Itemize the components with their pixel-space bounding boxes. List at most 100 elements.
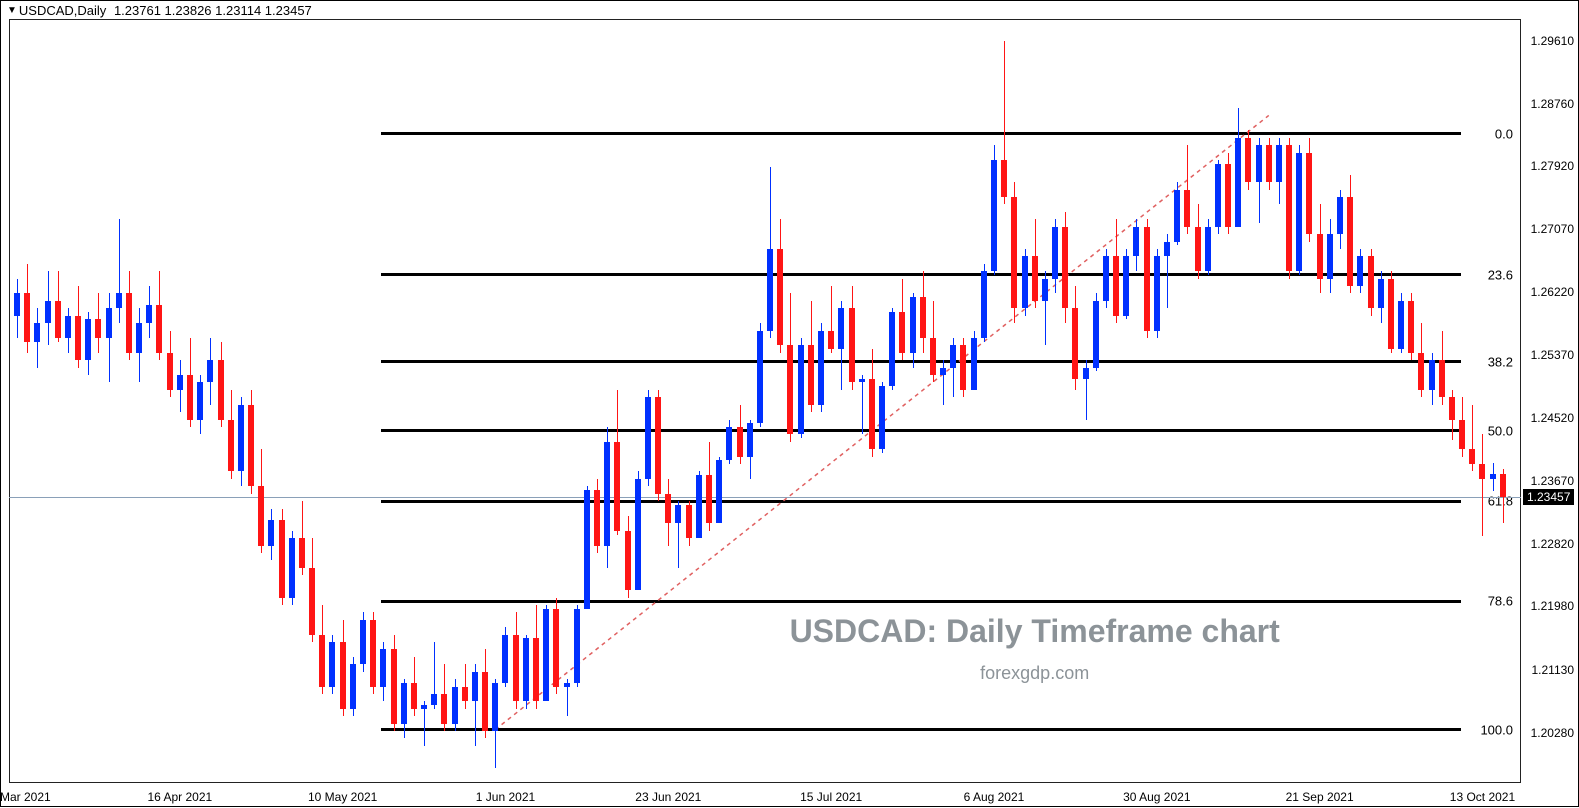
candle-body[interactable] — [1062, 227, 1068, 309]
candle-body[interactable] — [1205, 227, 1211, 272]
candle-body[interactable] — [167, 353, 173, 390]
candle-body[interactable] — [564, 683, 570, 687]
candle-body[interactable] — [452, 687, 458, 724]
candle-body[interactable] — [1398, 301, 1404, 349]
candle-body[interactable] — [879, 386, 885, 449]
candle-body[interactable] — [136, 323, 142, 353]
fib-line[interactable] — [381, 500, 1461, 503]
candle-body[interactable] — [991, 160, 997, 271]
candle-body[interactable] — [1225, 164, 1231, 227]
candle-body[interactable] — [391, 649, 397, 723]
candle-body[interactable] — [1256, 145, 1262, 182]
candle-body[interactable] — [1378, 279, 1384, 309]
candle-body[interactable] — [798, 345, 804, 434]
candle-body[interactable] — [1449, 397, 1455, 419]
candle-body[interactable] — [1500, 474, 1506, 496]
candle-body[interactable] — [849, 308, 855, 382]
candle-body[interactable] — [1347, 197, 1353, 286]
candle-body[interactable] — [1052, 227, 1058, 279]
candle-body[interactable] — [207, 360, 213, 382]
candle-body[interactable] — [869, 379, 875, 449]
candle-body[interactable] — [1388, 279, 1394, 349]
candle-body[interactable] — [380, 649, 386, 686]
candle-body[interactable] — [1195, 227, 1201, 272]
candle-body[interactable] — [1327, 234, 1333, 279]
candle-body[interactable] — [228, 420, 234, 472]
candle-body[interactable] — [594, 490, 600, 546]
candle-body[interactable] — [1479, 464, 1485, 479]
candle-body[interactable] — [604, 442, 610, 546]
candle-body[interactable] — [187, 375, 193, 420]
candle-body[interactable] — [1235, 138, 1241, 227]
candle-body[interactable] — [920, 297, 926, 338]
candle-body[interactable] — [665, 494, 671, 524]
candle-body[interactable] — [1418, 353, 1424, 390]
candle-body[interactable] — [1266, 145, 1272, 182]
candle-body[interactable] — [1174, 190, 1180, 242]
candle-body[interactable] — [950, 345, 956, 367]
candle-body[interactable] — [910, 297, 916, 353]
candle-body[interactable] — [299, 538, 305, 568]
candle-body[interactable] — [513, 635, 519, 702]
candle-body[interactable] — [126, 293, 132, 352]
candle-body[interactable] — [146, 305, 152, 324]
candle-body[interactable] — [1103, 256, 1109, 301]
candle-body[interactable] — [360, 620, 366, 665]
candle-body[interactable] — [106, 308, 112, 338]
candle-body[interactable] — [14, 293, 20, 315]
candle-body[interactable] — [757, 331, 763, 424]
candle-body[interactable] — [1245, 138, 1251, 183]
candle-body[interactable] — [1215, 164, 1221, 227]
candle-body[interactable] — [981, 271, 987, 338]
candle-body[interactable] — [1469, 449, 1475, 464]
candle-body[interactable] — [1459, 420, 1465, 450]
candle-body[interactable] — [971, 338, 977, 390]
candle-body[interactable] — [1011, 197, 1017, 308]
candle-body[interactable] — [1072, 308, 1078, 378]
candle-body[interactable] — [1408, 301, 1414, 353]
candle-body[interactable] — [197, 382, 203, 419]
candle-body[interactable] — [686, 505, 692, 538]
candle-body[interactable] — [1357, 256, 1363, 286]
candle-body[interactable] — [258, 486, 264, 545]
candle-body[interactable] — [492, 683, 498, 731]
candle-body[interactable] — [747, 423, 753, 456]
candle-body[interactable] — [1113, 256, 1119, 315]
candle-body[interactable] — [441, 694, 447, 724]
candle-body[interactable] — [787, 345, 793, 434]
candle-body[interactable] — [1022, 256, 1028, 308]
candle-body[interactable] — [1276, 145, 1282, 182]
candle-body[interactable] — [1123, 256, 1129, 315]
candle-body[interactable] — [614, 442, 620, 531]
candle-body[interactable] — [696, 475, 702, 538]
candle-body[interactable] — [655, 397, 661, 493]
candle-body[interactable] — [808, 345, 814, 404]
candle-body[interactable] — [1001, 160, 1007, 197]
candle-body[interactable] — [1164, 242, 1170, 257]
candle-body[interactable] — [1317, 234, 1323, 279]
candle-body[interactable] — [421, 705, 427, 709]
candle-body[interactable] — [1042, 279, 1048, 301]
candle-body[interactable] — [828, 331, 834, 350]
candle-body[interactable] — [24, 293, 30, 341]
candle-body[interactable] — [95, 319, 101, 338]
candle-body[interactable] — [329, 642, 335, 687]
candle-body[interactable] — [838, 308, 844, 349]
candle-body[interactable] — [960, 345, 966, 390]
candle-body[interactable] — [940, 368, 946, 375]
fib-line[interactable] — [381, 429, 1461, 432]
candle-body[interactable] — [1032, 256, 1038, 301]
candle-body[interactable] — [899, 312, 905, 353]
candle-body[interactable] — [116, 293, 122, 308]
candle-body[interactable] — [737, 427, 743, 457]
candle-body[interactable] — [411, 683, 417, 709]
candle-body[interactable] — [268, 520, 274, 546]
candle-body[interactable] — [1490, 474, 1496, 478]
candle-body[interactable] — [55, 301, 61, 338]
candle-body[interactable] — [502, 635, 508, 683]
candle-body[interactable] — [340, 642, 346, 709]
candle-body[interactable] — [1154, 256, 1160, 330]
fib-line[interactable] — [381, 728, 1461, 731]
candle-body[interactable] — [645, 397, 651, 479]
candle-body[interactable] — [1368, 256, 1374, 308]
